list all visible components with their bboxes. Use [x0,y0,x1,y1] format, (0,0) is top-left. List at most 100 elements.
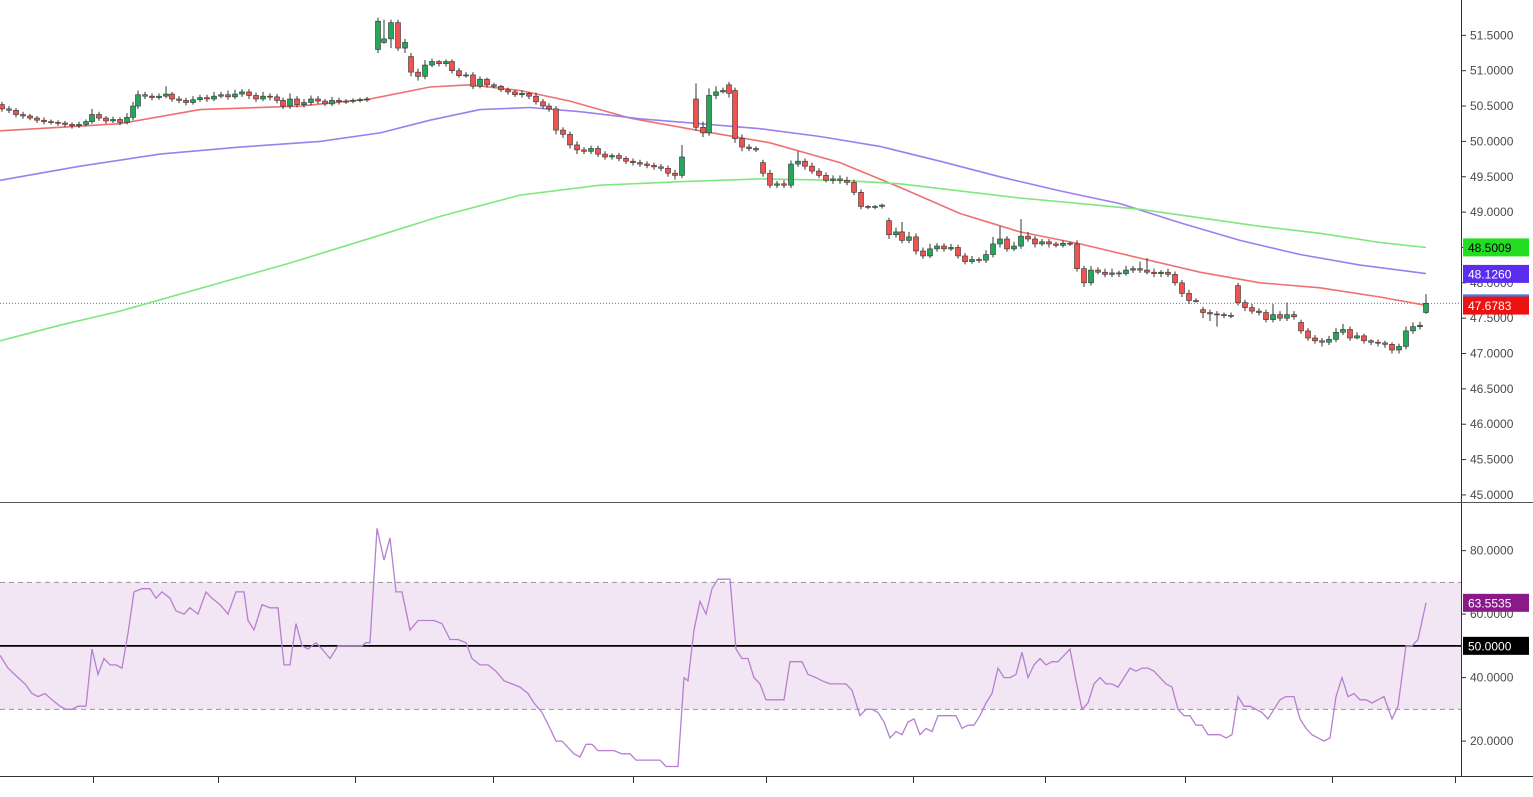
candle [553,106,559,135]
price-tick-label: 46.0000 [1470,417,1514,431]
candle [519,90,525,98]
candle [526,91,532,99]
candle [343,98,349,104]
candle [149,93,155,101]
price-tick-label: 49.5000 [1470,170,1514,184]
candle [990,236,996,258]
candle [1221,312,1227,319]
candle [934,243,940,252]
candle [96,111,102,121]
candle [27,113,33,121]
candle [809,162,815,174]
candle [574,141,580,155]
candle [301,98,307,108]
candle [1347,326,1353,341]
moving-average-ma_slow [0,178,1427,342]
candle [13,108,19,118]
candle [1249,304,1255,314]
candle [329,96,335,107]
candle [1396,343,1402,354]
candle [55,120,61,126]
candle [726,82,732,98]
candle [997,226,1003,248]
candle [505,87,511,95]
candle [865,205,871,210]
candle [644,161,650,169]
candle [322,98,328,107]
candle [443,59,449,67]
candle [103,115,109,124]
candle [872,205,878,210]
candle [567,131,573,149]
candle [1109,268,1115,278]
candle [1423,294,1429,314]
candle [679,144,685,179]
candle [456,67,462,78]
candle [470,72,476,90]
candle [163,86,169,99]
candle [1025,231,1031,242]
candle [1214,311,1220,327]
candle [844,176,850,186]
candle [1130,265,1136,273]
candle [1340,323,1346,336]
candle [602,151,608,160]
candle [1046,238,1052,248]
time-axis-ticks [93,777,1456,783]
candle [253,92,259,102]
candle [1088,265,1094,286]
price-tick-label: 47.0000 [1470,347,1514,361]
moving-average-ma_fast [0,83,1427,307]
ma-slow-value-tag: 48.5009 [1463,238,1529,257]
candle [1186,289,1192,305]
candle [540,98,546,109]
price-tick-label: 45.0000 [1470,488,1514,502]
candle [381,19,387,44]
candle [886,217,892,239]
candle [1270,304,1276,323]
candle [1375,339,1381,347]
candle [1193,298,1199,303]
candle [941,243,947,252]
candle [491,82,497,89]
candle [1053,241,1059,248]
candle [484,77,490,88]
candle [920,247,926,259]
price-tick-label: 50.0000 [1470,134,1514,148]
candle [962,253,968,265]
candle [948,243,954,251]
candle [906,231,912,244]
candle [713,86,719,99]
candle [415,68,421,81]
candle [720,87,726,94]
price-tick-label: 51.0000 [1470,64,1514,78]
candle [267,93,273,101]
candle [637,159,643,167]
price-tick-label: 49.0000 [1470,205,1514,219]
candle [658,164,664,172]
svg-text:48.1260: 48.1260 [1468,267,1512,281]
candle [1333,328,1339,343]
candle [746,144,752,152]
candle [280,97,286,109]
candle [851,179,857,196]
oscillator-tick-label: 40.0000 [1470,671,1514,685]
candle [1060,240,1066,248]
candle [1298,319,1304,334]
oscillator-line [0,528,1427,768]
svg-text:63.5535: 63.5535 [1468,596,1512,610]
candle [176,96,182,104]
candle [893,227,899,238]
candle [788,160,794,189]
candle [609,153,615,160]
candle [588,145,594,155]
candle [1158,270,1164,278]
candle [1011,241,1017,251]
candle [294,96,300,108]
candle [732,87,738,143]
candle [1081,265,1087,288]
candle [156,93,162,100]
candle [753,146,759,153]
candle [62,120,68,128]
